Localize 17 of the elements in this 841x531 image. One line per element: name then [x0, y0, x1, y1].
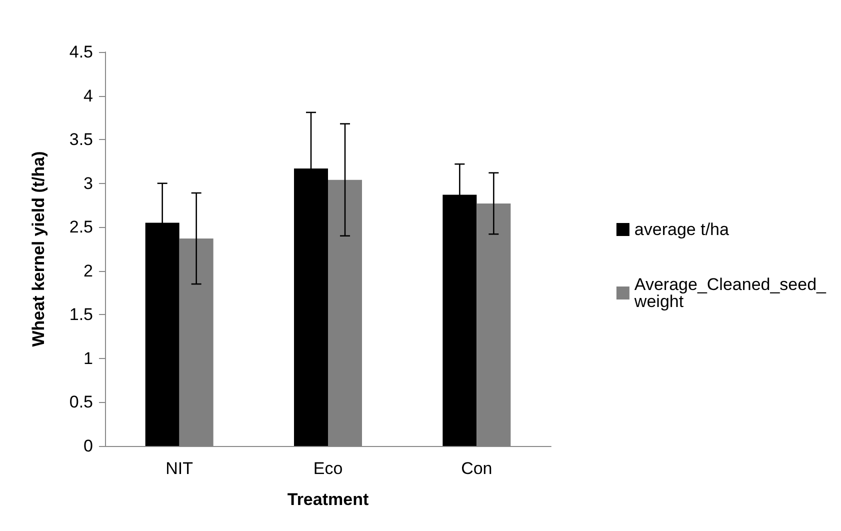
- y-tick-label: 4.5: [69, 42, 93, 62]
- y-tick-label: 1: [84, 348, 93, 368]
- y-tick-label: 2.5: [69, 218, 93, 237]
- y-tick-label: 4: [84, 86, 93, 106]
- y-tick-label: 0.5: [69, 392, 93, 412]
- y-axis-title: Wheat kernel yield (t/ha): [29, 151, 48, 347]
- y-tick-label: 0: [84, 436, 93, 456]
- legend-label: Average_Cleaned_seed_weight: [633, 275, 827, 311]
- x-tick-label: Con: [461, 459, 492, 478]
- y-tick-label: 1.5: [69, 305, 93, 324]
- y-tick-label: 3: [84, 174, 93, 193]
- x-axis-title: Treatment: [287, 490, 369, 509]
- x-tick-label: Eco: [313, 459, 343, 478]
- legend-label: average t/ha: [634, 220, 730, 239]
- y-tick-label: 3.5: [69, 130, 93, 150]
- y-tick-label: 2: [84, 261, 93, 280]
- x-tick-label: NIT: [166, 459, 194, 478]
